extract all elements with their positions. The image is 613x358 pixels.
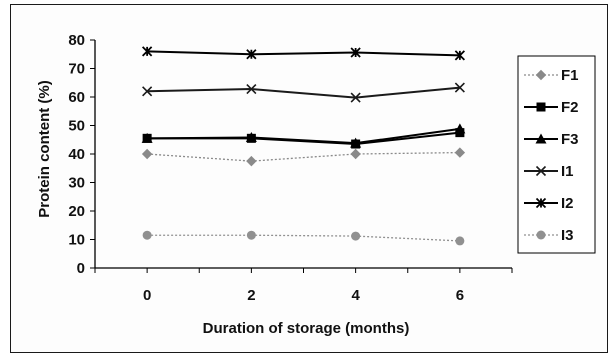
data-point-i2 (246, 49, 257, 60)
legend-marker-f2 (536, 102, 546, 112)
series-line-i3 (147, 234, 460, 242)
legend-marker-f1 (535, 69, 547, 81)
data-point-i3 (455, 236, 465, 246)
legend-marker-i1 (535, 165, 547, 177)
data-point-i1 (142, 86, 153, 97)
data-point-f3 (350, 137, 362, 148)
y-tick-label: 80 (68, 32, 85, 49)
legend-marker-i2 (535, 197, 547, 209)
data-point-i1 (350, 92, 361, 103)
y-tick-label: 70 (68, 61, 85, 78)
series-line-i1 (147, 86, 460, 99)
series-line-i2 (147, 50, 460, 57)
data-point-i2 (454, 50, 466, 61)
legend-label-i1: I1 (561, 163, 574, 180)
y-tick-label: 10 (68, 232, 85, 249)
axes: 0 10 20 30 40 50 60 70 80 0 2 4 6 (68, 32, 513, 304)
y-tick-label: 50 (68, 118, 85, 135)
legend-label-i2: I2 (561, 195, 574, 212)
data-point-f1 (454, 147, 466, 158)
x-axis-title: Duration of storage (months) (203, 320, 410, 337)
y-tick-label: 60 (68, 89, 85, 106)
series-markers (141, 46, 466, 246)
x-tick-label: 6 (456, 287, 464, 304)
y-tick-label: 20 (68, 203, 85, 220)
data-point-i3 (246, 230, 256, 240)
data-point-f1 (246, 155, 257, 167)
data-point-i3 (142, 230, 152, 240)
data-point-f1 (350, 148, 361, 160)
data-point-i1 (246, 83, 257, 95)
legend: F1 F2 F3 I1 I2 I3 (517, 55, 596, 254)
data-point-f3 (454, 123, 466, 134)
data-point-i2 (141, 46, 153, 57)
x-tick-label: 0 (143, 287, 151, 304)
data-point-f3 (141, 132, 153, 143)
data-point-i2 (350, 47, 361, 58)
legend-label-i3: I3 (561, 227, 574, 244)
legend-box (517, 55, 596, 254)
series-line-f3 (147, 127, 461, 145)
y-tick-label: 0 (77, 260, 85, 277)
series-lines (147, 50, 461, 242)
data-point-i3 (351, 231, 361, 241)
data-point-i1 (454, 82, 465, 93)
y-tick-label: 30 (68, 175, 85, 192)
series-line-f1 (147, 151, 460, 162)
data-point-f3 (245, 131, 257, 142)
chart-frame (10, 4, 608, 353)
legend-label-f1: F1 (561, 67, 579, 84)
x-tick-label: 2 (247, 287, 255, 304)
y-tick-label: 40 (68, 146, 85, 163)
y-axis-title: Protein content (%) (36, 80, 53, 218)
data-point-f1 (141, 148, 153, 160)
legend-marker-f3 (535, 133, 547, 144)
legend-label-f3: F3 (561, 131, 579, 148)
legend-marker-i3 (536, 230, 546, 240)
x-tick-label: 4 (351, 287, 360, 304)
legend-label-f2: F2 (561, 99, 579, 116)
